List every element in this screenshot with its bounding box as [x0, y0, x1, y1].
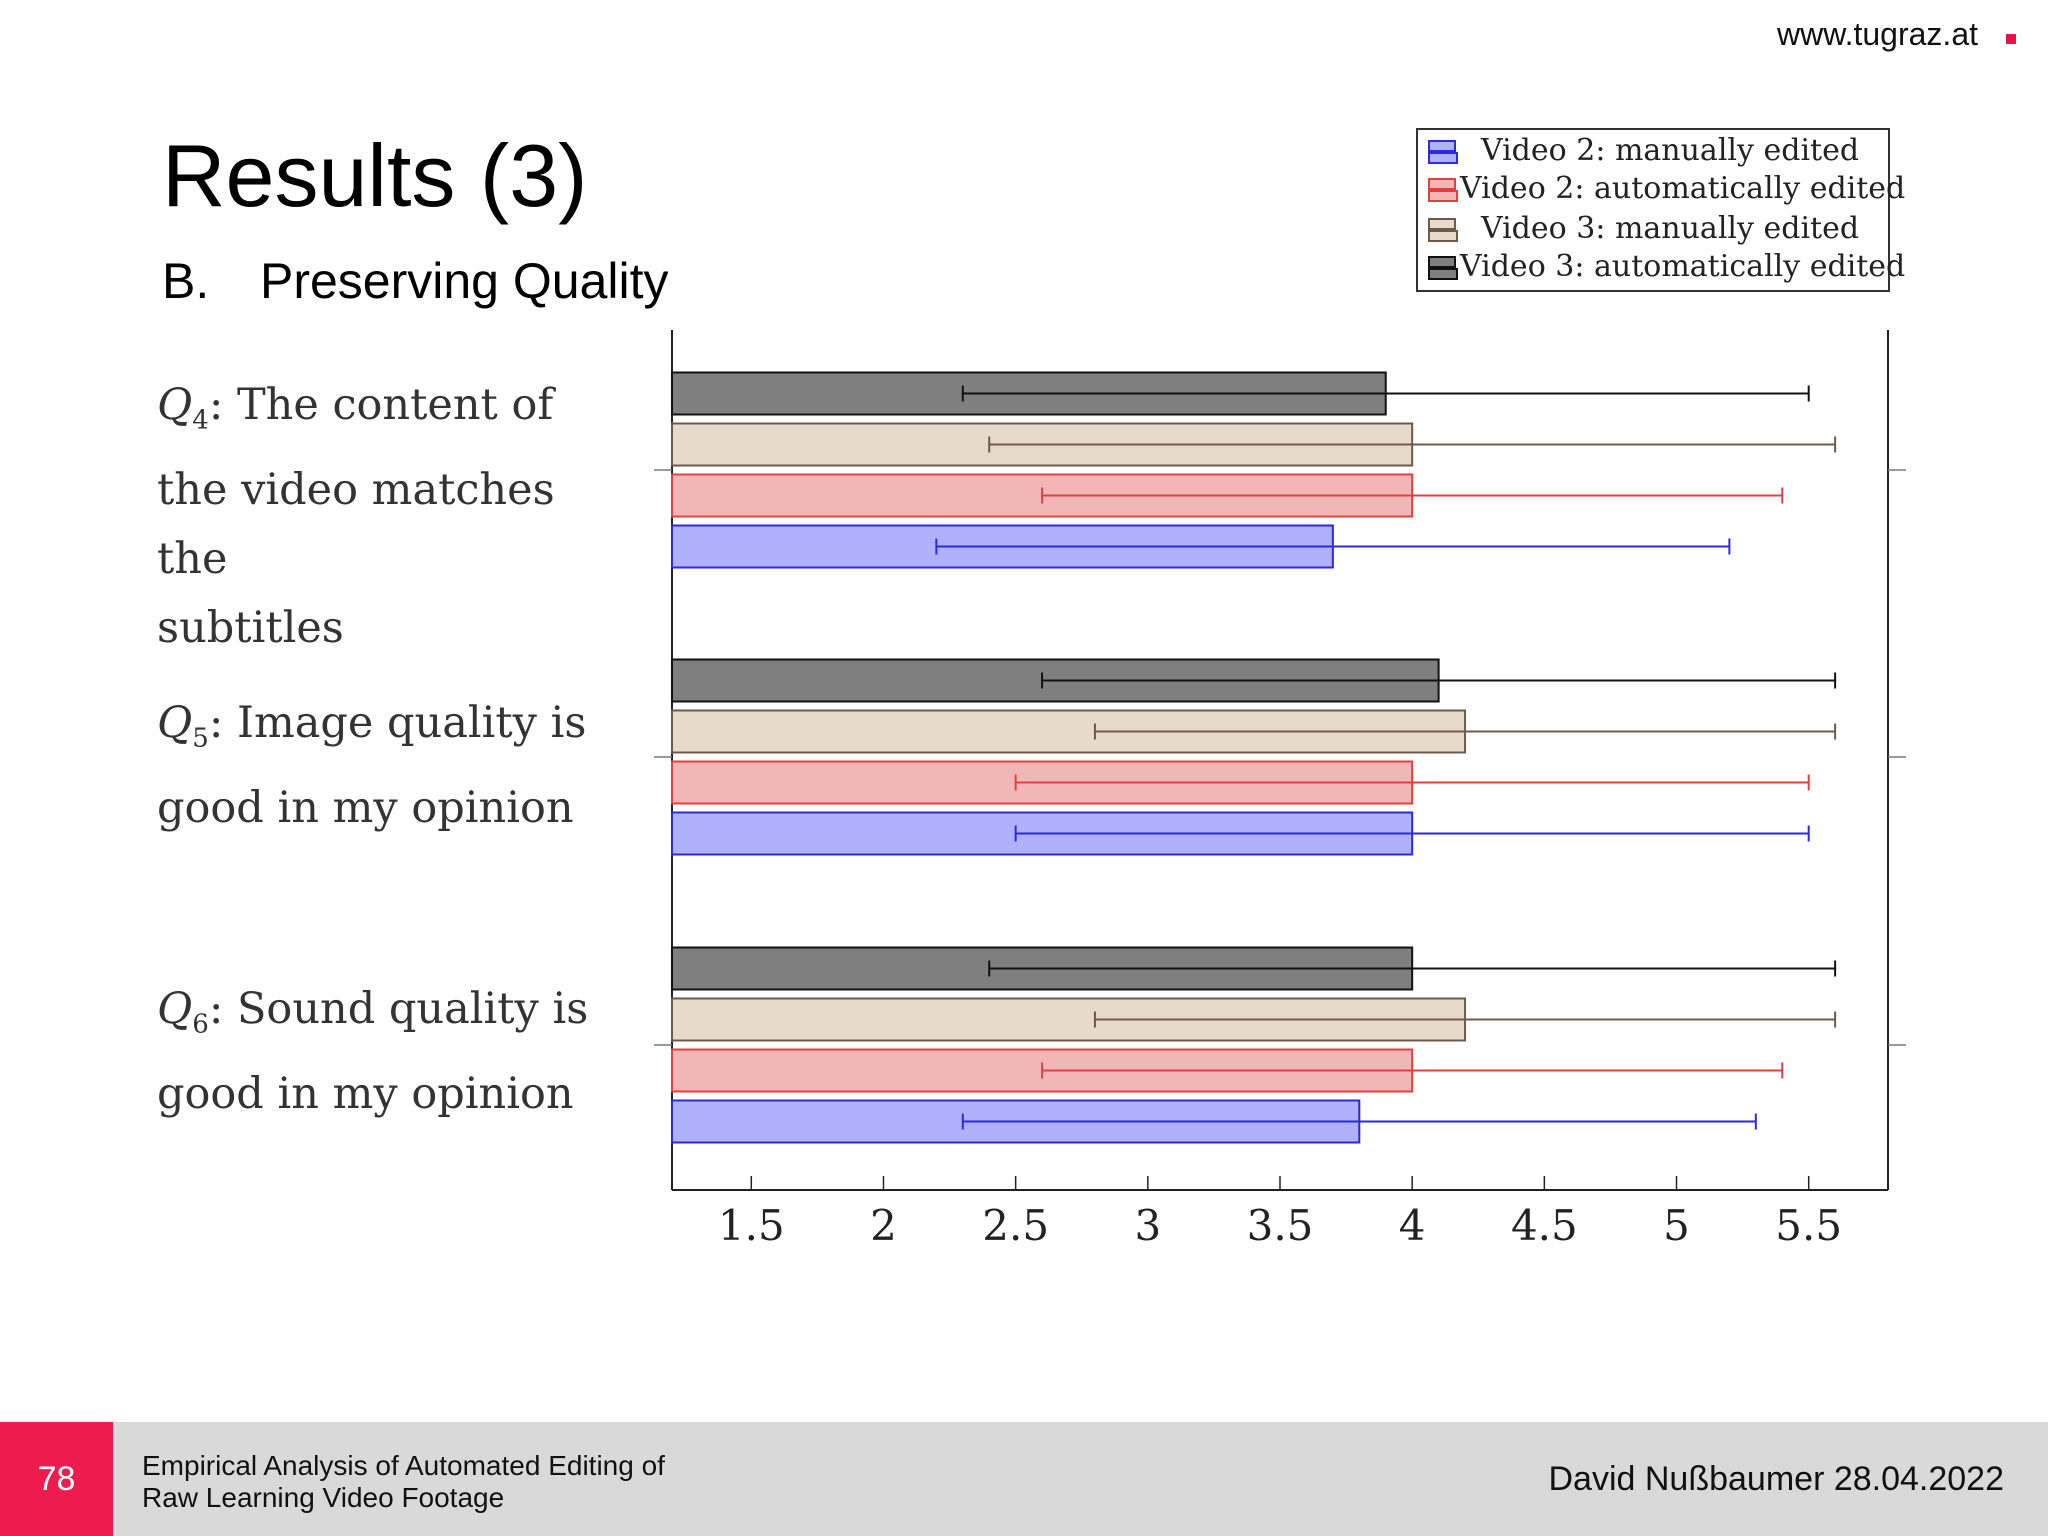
x-tick-label: 4: [1399, 1201, 1426, 1250]
talk-title: Empirical Analysis of Automated Editing …: [142, 1450, 665, 1514]
x-tick-label: 2: [870, 1201, 897, 1250]
question-q4: Q4: The content of the video matches the…: [157, 371, 637, 663]
x-tick-label: 3: [1134, 1201, 1161, 1250]
legend-swatch: [1428, 190, 1458, 202]
legend-item: Video 3: automatically edited: [1418, 248, 1906, 286]
slide-subtitle: B. Preserving Quality: [162, 252, 669, 310]
bar-chart: 1.5 2 2.5 3 3.5 4 4.5 5 5.5: [654, 330, 1906, 1250]
q6-line1: Q6: Sound quality is: [157, 984, 589, 1040]
brand-square-icon: [2006, 34, 2016, 44]
legend-swatch: [1428, 178, 1456, 190]
legend-label: Video 2: manually edited: [1480, 133, 1860, 168]
x-tick-label: 4.5: [1511, 1201, 1578, 1250]
q5-line1: Q5: Image quality is: [157, 698, 587, 754]
legend-label: Video 2: automatically edited: [1460, 171, 1906, 206]
footer-bar: 78 Empirical Analysis of Automated Editi…: [0, 1422, 2048, 1536]
author-date: David Nußbaumer 28.04.2022: [1548, 1460, 2005, 1498]
slide-title: Results (3): [162, 126, 588, 225]
legend-swatch: [1428, 230, 1458, 242]
legend-item: Video 2: automatically edited: [1418, 170, 1906, 208]
legend-label: Video 3: automatically edited: [1460, 249, 1906, 284]
subtitle-text: Preserving Quality: [260, 253, 669, 309]
legend-swatch: [1428, 140, 1456, 152]
question-q6: Q6: Sound quality is good in my opinion: [157, 975, 637, 1129]
x-tick-label: 1.5: [718, 1201, 785, 1250]
q4-line3: subtitles: [157, 602, 344, 653]
page-number: 78: [0, 1422, 113, 1536]
talk-title-line1: Empirical Analysis of Automated Editing …: [142, 1450, 665, 1481]
q4-line1: Q4: The content of: [157, 380, 554, 436]
question-q5: Q5: Image quality is good in my opinion: [157, 689, 637, 843]
talk-title-line2: Raw Learning Video Footage: [142, 1482, 505, 1513]
q5-line2: good in my opinion: [157, 782, 574, 833]
legend-swatch: [1428, 256, 1456, 268]
q6-line2: good in my opinion: [157, 1068, 574, 1119]
legend-item: Video 2: manually edited: [1418, 132, 1888, 170]
x-tick-label: 2.5: [982, 1201, 1049, 1250]
x-tick-label: 3.5: [1247, 1201, 1314, 1250]
legend-swatch: [1428, 218, 1456, 230]
legend-item: Video 3: manually edited: [1418, 210, 1888, 248]
q4-line2: the video matches the: [157, 464, 555, 584]
subtitle-number: B.: [162, 253, 210, 309]
legend-swatch: [1428, 268, 1458, 280]
x-tick-label: 5: [1663, 1201, 1690, 1250]
chart-legend: Video 2: manually edited Video 2: automa…: [1416, 128, 1906, 292]
site-url[interactable]: www.tugraz.at: [1777, 16, 1978, 52]
legend-label: Video 3: manually edited: [1480, 211, 1860, 246]
legend-swatch: [1428, 152, 1458, 164]
x-tick-label: 5.5: [1775, 1201, 1842, 1250]
